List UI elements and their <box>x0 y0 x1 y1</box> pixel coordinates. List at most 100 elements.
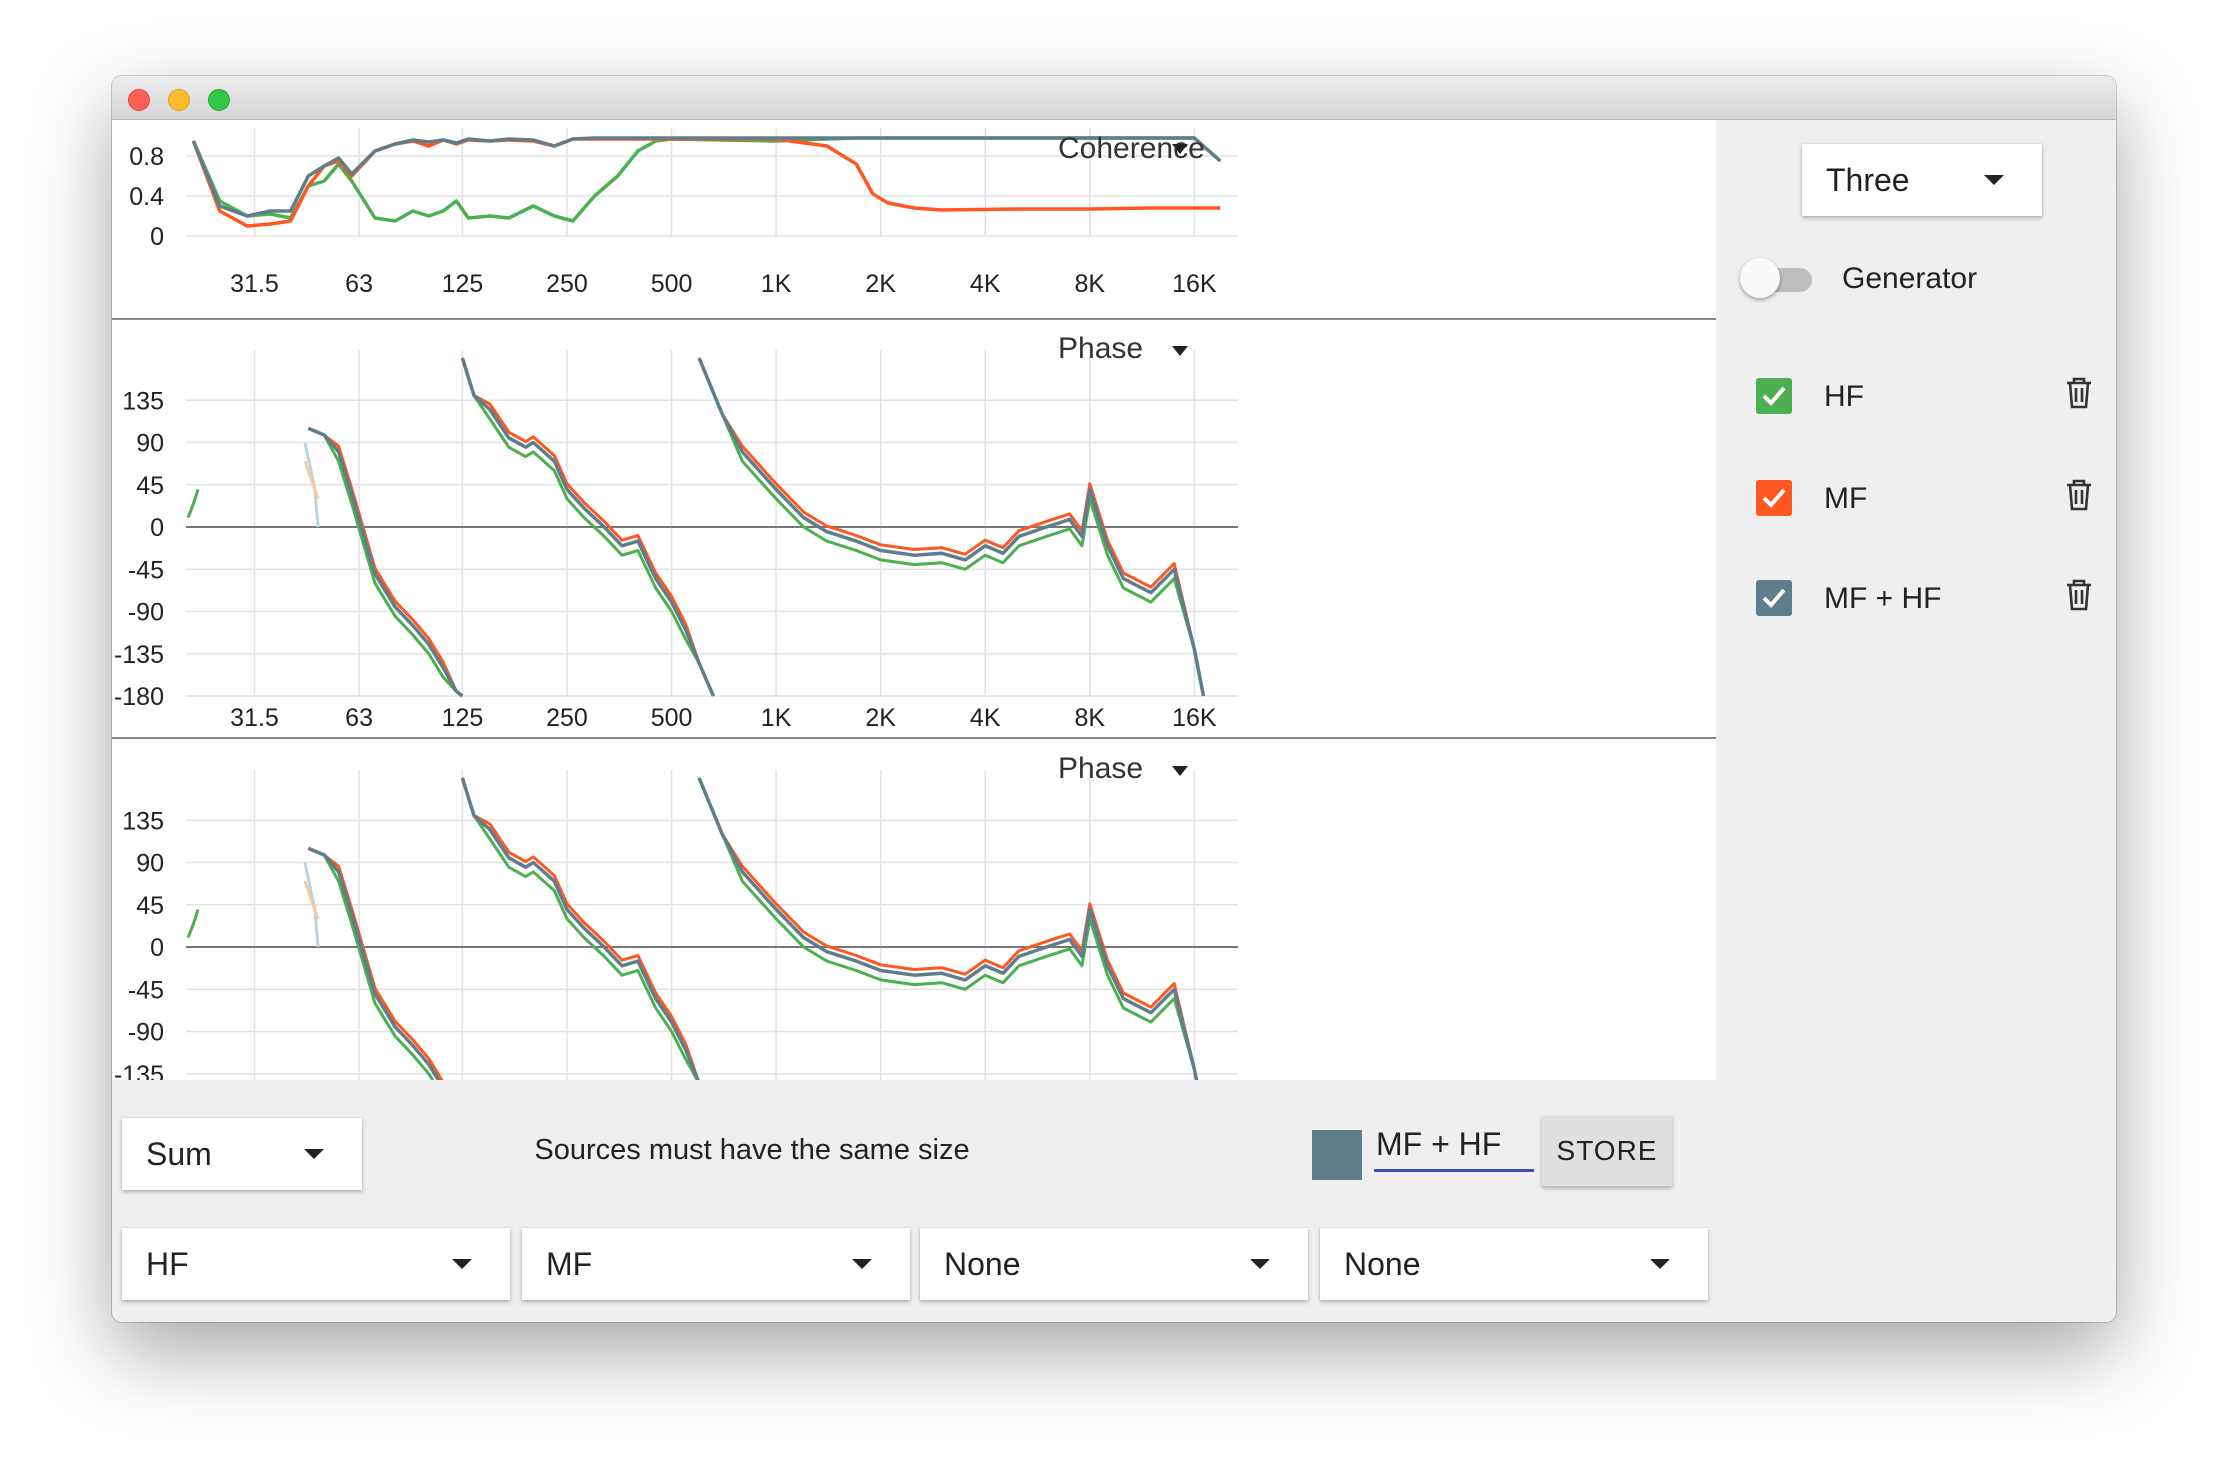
phase-chart-1[interactable]: 135 90 45 0 -45 -90 -135 -180 31.5 63 125 250 500 1K 2… <box>112 324 1716 740</box>
source-select-a[interactable]: HF <box>122 1228 510 1300</box>
mf-phase-line <box>460 357 715 697</box>
chart-menu-caret-icon <box>1172 144 1188 154</box>
x-tick-label: 500 <box>651 704 693 732</box>
x-tick-label: 125 <box>442 704 484 732</box>
mf-phase-line <box>307 847 444 1080</box>
chevron-down-icon <box>852 1259 872 1269</box>
chart-menu-caret-icon <box>1172 346 1188 356</box>
sum-phase-line <box>697 777 1199 1080</box>
y-tick-label: -45 <box>128 556 164 584</box>
x-tick-label: 1K <box>761 704 792 732</box>
check-icon <box>1762 488 1786 508</box>
x-tick-label: 8K <box>1074 270 1105 298</box>
mf-phase-line <box>460 777 700 1080</box>
mf-phase-fragment <box>303 460 320 500</box>
source-label: MF + HF <box>1824 582 1942 615</box>
y-tick-label: 45 <box>136 892 164 920</box>
x-tick-label: 1K <box>761 270 792 298</box>
x-tick-label: 31.5 <box>230 704 279 732</box>
hf-phase-fragment <box>186 489 200 519</box>
hf-checkbox[interactable] <box>1756 378 1792 414</box>
source-select-d[interactable]: None <box>1320 1228 1708 1300</box>
x-tick-label: 250 <box>546 704 588 732</box>
source-select-value: HF <box>146 1245 189 1282</box>
y-tick-label: 135 <box>122 387 164 415</box>
hf-phase-line <box>697 357 1205 697</box>
sum-name-input[interactable] <box>1374 1120 1534 1172</box>
color-swatch[interactable] <box>1312 1130 1362 1180</box>
x-tick-label: 2K <box>865 270 896 298</box>
hf-phase-line <box>307 427 464 698</box>
mf-checkbox[interactable] <box>1756 480 1792 516</box>
x-tick-label: 500 <box>651 270 693 298</box>
sum-phase-line <box>460 357 716 697</box>
mf-phase-fragment <box>303 880 320 920</box>
source-select-b[interactable]: MF <box>522 1228 910 1300</box>
trash-icon[interactable] <box>2064 478 2094 512</box>
trash-icon[interactable] <box>2064 578 2094 612</box>
chart-background <box>112 744 1716 1080</box>
app-window: 0.8 0.4 0 31.5 63 125 250 500 1K 2K 4K 8K 16K Coheren… <box>112 76 2116 1322</box>
generator-toggle[interactable] <box>1740 256 1816 300</box>
close-button[interactable] <box>128 89 150 111</box>
x-tick-label: 125 <box>442 270 484 298</box>
x-tick-label: 8K <box>1074 704 1105 732</box>
sum-phase-line <box>307 846 441 1080</box>
chevron-down-icon <box>1250 1259 1270 1269</box>
x-tick-label: 63 <box>345 270 373 298</box>
x-tick-label: 2K <box>865 704 896 732</box>
y-tick-label: 45 <box>136 472 164 500</box>
mf-phase-line <box>697 357 1205 697</box>
operation-select[interactable]: Sum <box>122 1118 362 1190</box>
store-button[interactable]: STORE <box>1542 1116 1672 1186</box>
sum-coherence-line <box>191 136 1222 218</box>
sum-phase-line <box>307 426 464 698</box>
y-tick-label: 0.4 <box>129 183 164 211</box>
plot-area <box>186 357 1206 698</box>
y-tick-label: 0 <box>150 514 164 542</box>
mode-select[interactable]: Three <box>1802 144 2042 216</box>
sum-checkbox[interactable] <box>1756 580 1792 616</box>
hf-phase-fragment <box>186 909 200 939</box>
y-tick-label: -90 <box>128 599 164 627</box>
right-panel: Three Generator HF MF <box>1716 120 2116 1322</box>
y-tick-label: -45 <box>128 976 164 1004</box>
trash-icon[interactable] <box>2064 376 2094 410</box>
hf-phase-line <box>307 847 435 1080</box>
x-tick-label: 63 <box>345 704 373 732</box>
y-tick-label: -135 <box>114 1061 164 1080</box>
source-label: HF <box>1824 380 1864 413</box>
chevron-down-icon <box>452 1259 472 1269</box>
check-icon <box>1762 588 1786 608</box>
source-row-mf: MF <box>1716 468 2116 528</box>
chevron-down-icon <box>1650 1259 1670 1269</box>
source-select-value: None <box>944 1245 1021 1282</box>
x-tick-label: 16K <box>1172 270 1217 298</box>
source-select-c[interactable]: None <box>920 1228 1308 1300</box>
title-bar <box>112 76 2116 120</box>
x-tick-label: 250 <box>546 270 588 298</box>
y-tick-label: 90 <box>136 850 164 878</box>
chart-title: Phase <box>1058 752 1143 785</box>
hf-phase-line <box>460 777 700 1080</box>
operation-select-value: Sum <box>146 1135 212 1172</box>
hf-phase-line <box>697 777 1198 1080</box>
y-tick-label: 0.8 <box>129 143 164 171</box>
source-row-sum: MF + HF <box>1716 568 2116 628</box>
x-tick-label: 4K <box>970 704 1001 732</box>
mf-phase-line <box>307 427 464 698</box>
zoom-button[interactable] <box>208 89 230 111</box>
chevron-down-icon <box>1984 175 2004 185</box>
minimize-button[interactable] <box>168 89 190 111</box>
generator-label: Generator <box>1842 262 1978 295</box>
mode-select-value: Three <box>1826 161 1910 198</box>
x-tick-label: 4K <box>970 270 1001 298</box>
phase-chart-2[interactable]: 135 90 45 0 -45 -90 -135 Phase <box>112 744 1716 1080</box>
x-tick-label: 31.5 <box>230 270 279 298</box>
y-tick-label: 0 <box>150 223 164 251</box>
check-icon <box>1762 386 1786 406</box>
chart-menu-caret-icon <box>1172 766 1188 776</box>
toggle-thumb <box>1740 258 1780 298</box>
plot-area <box>186 777 1199 1080</box>
